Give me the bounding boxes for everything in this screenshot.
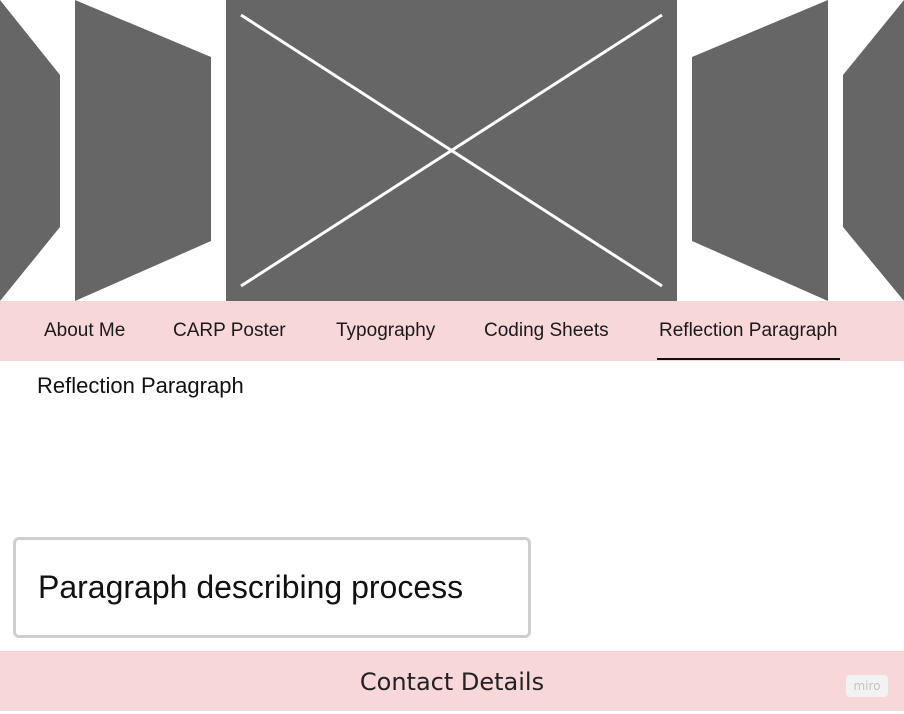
nav-item-coding-sheets[interactable]: Coding Sheets	[484, 320, 609, 341]
carousel-right-slide[interactable]	[692, 0, 828, 301]
main-nav-bar: About Me CARP Poster Typography Coding S…	[0, 301, 904, 361]
process-paragraph-box: Paragraph describing process	[13, 537, 531, 638]
section-heading: Reflection Paragraph	[37, 373, 244, 398]
footer-title: Contact Details	[359, 668, 545, 696]
contact-footer: Contact Details	[0, 651, 904, 711]
nav-item-typography[interactable]: Typography	[336, 320, 436, 341]
nav-item-reflection-paragraph[interactable]: Reflection Paragraph	[657, 301, 839, 361]
carousel-far-left-slide[interactable]	[0, 0, 60, 301]
carousel-far-right-slide[interactable]	[843, 0, 904, 301]
miro-badge[interactable]: miro	[846, 675, 888, 697]
image-carousel[interactable]	[0, 0, 904, 301]
placeholder-cross-line	[240, 13, 663, 288]
nav-item-carp-poster[interactable]: CARP Poster	[173, 320, 286, 341]
process-paragraph-text: Paragraph describing process	[38, 569, 464, 605]
carousel-left-slide[interactable]	[75, 0, 211, 301]
nav-item-about-me[interactable]: About Me	[44, 320, 126, 341]
carousel-graphic	[0, 0, 904, 301]
